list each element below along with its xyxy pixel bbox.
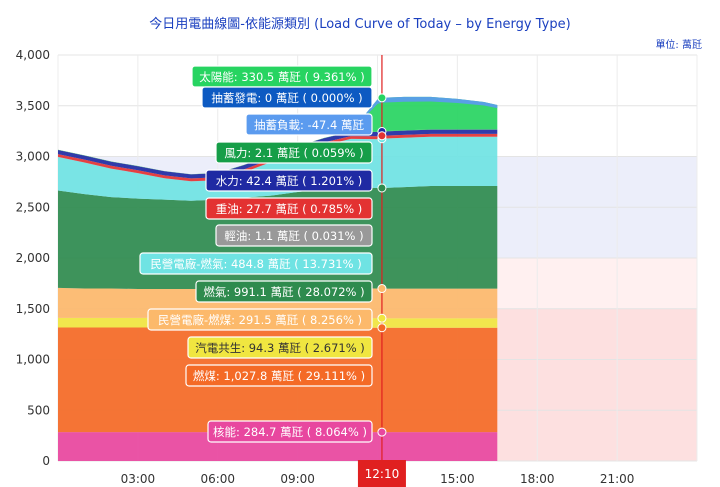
tooltip-item-cogen_coal: 民營電廠-燃煤: 291.5 萬瓩 ( 8.256% ) (147, 308, 373, 331)
tooltip-item-heavy_oil: 重油: 27.7 萬瓩 ( 0.785% ) (205, 197, 373, 220)
tooltip-item-cogen: 汽電共生: 94.3 萬瓩 ( 2.671% ) (187, 336, 373, 359)
chart-title: 今日用電曲線圖-依能源類別 (Load Curve of Today – by … (149, 17, 571, 32)
current-time-cursor: 12:10 (357, 55, 406, 487)
tooltip-item-storage_gen: 抽蓄發電: 0 萬瓩 ( 0.000% ) (201, 86, 373, 109)
tooltip-text: 核能: 284.7 萬瓩 ( 8.064% ) (213, 425, 367, 439)
tooltip-box (215, 141, 373, 164)
tooltip-text: 民營電廠-燃氣: 484.8 萬瓩 ( 13.731% ) (150, 257, 361, 271)
y-tick-label: 1,000 (16, 353, 50, 367)
marker-nuclear (377, 427, 387, 437)
tooltip-box (195, 280, 373, 303)
tooltip-text: 太陽能: 330.5 萬瓩 ( 9.361% ) (199, 70, 364, 84)
tooltip-text: 抽蓄負載: -47.4 萬瓩 (254, 118, 364, 132)
tooltip-item-wind: 風力: 2.1 萬瓩 ( 0.059% ) (215, 141, 373, 164)
x-tick-label: 15:00 (440, 472, 475, 486)
area-solar (58, 96, 498, 175)
marker-heavy_oil (377, 131, 387, 141)
tooltip-item-solar: 太陽能: 330.5 萬瓩 ( 9.361% ) (191, 65, 373, 88)
y-tick-label: 0 (42, 454, 50, 468)
y-tick-label: 4,000 (16, 48, 50, 62)
marker-cogen_coal (377, 284, 387, 294)
tooltip-box (187, 336, 373, 359)
y-tick-label: 2,000 (16, 251, 50, 265)
current-time-label: 12:10 (365, 467, 400, 481)
tooltip-text: 汽電共生: 94.3 萬瓩 ( 2.671% ) (195, 341, 365, 355)
tooltip-text: 民營電廠-燃煤: 291.5 萬瓩 ( 8.256% ) (158, 313, 362, 327)
tooltip-text: 重油: 27.7 萬瓩 ( 0.785% ) (216, 202, 363, 216)
marker-lng (377, 183, 387, 193)
tooltip-text: 風力: 2.1 萬瓩 ( 0.059% ) (224, 146, 363, 160)
tooltip-box (207, 420, 373, 443)
tooltip-item-hydro: 水力: 42.4 萬瓩 ( 1.201% ) (205, 169, 373, 192)
tooltip-item-storage_load: 抽蓄負載: -47.4 萬瓩 (245, 113, 373, 136)
tooltip-box (205, 169, 373, 192)
tooltip-text: 燃煤: 1,027.8 萬瓩 ( 29.111% ) (193, 369, 365, 383)
current-time-box (357, 460, 406, 487)
x-tick-label: 21:00 (600, 472, 635, 486)
marker-solar (377, 93, 387, 103)
unit-label: 單位: 萬瓩 (655, 40, 702, 51)
tooltip-box (205, 197, 373, 220)
tooltip-item-cogen_lng: 民營電廠-燃氣: 484.8 萬瓩 ( 13.731% ) (139, 252, 373, 275)
tooltip-item-coal: 燃煤: 1,027.8 萬瓩 ( 29.111% ) (185, 364, 373, 387)
tooltip-text: 抽蓄發電: 0 萬瓩 ( 0.000% ) (211, 91, 362, 105)
area-cogen_lng (58, 136, 498, 201)
x-tick-label: 18:00 (520, 472, 555, 486)
marker-cogen (377, 313, 387, 323)
y-tick-label: 1,500 (16, 302, 50, 316)
tooltip-box (147, 308, 373, 331)
tooltip-box (245, 113, 373, 136)
tooltip-text: 水力: 42.4 萬瓩 ( 1.201% ) (216, 174, 363, 188)
y-axis: 0 500 1,000 1,500 2,000 2,500 3,000 3,500 4,000 (16, 48, 50, 468)
marker-coal (377, 323, 387, 333)
y-tick-label: 500 (27, 403, 50, 417)
x-tick-label: 06:00 (200, 472, 235, 486)
tooltip-item-lng: 燃氣: 991.1 萬瓩 ( 28.072% ) (195, 280, 373, 303)
tooltip-item-light_oil: 輕油: 1.1 萬瓩 ( 0.031% ) (215, 224, 373, 247)
tooltip-box (201, 86, 373, 109)
tooltip-box (139, 252, 373, 275)
x-tick-label: 03:00 (121, 472, 156, 486)
y-tick-label: 2,500 (16, 200, 50, 214)
y-tick-label: 3,500 (16, 99, 50, 113)
x-tick-label: 09:00 (280, 472, 315, 486)
area-nuclear (58, 432, 498, 461)
x-axis: 03:00 06:00 09:00 15:00 18:00 21:00 (121, 472, 635, 486)
tooltip-text: 燃氣: 991.1 萬瓩 ( 28.072% ) (203, 285, 364, 299)
y-tick-label: 3,000 (16, 150, 50, 164)
tooltip-box (215, 224, 373, 247)
tooltip-text: 輕油: 1.1 萬瓩 ( 0.031% ) (224, 229, 363, 243)
tooltip-box (185, 364, 373, 387)
tooltip: 太陽能: 330.5 萬瓩 ( 9.361% ) 抽蓄發電: 0 萬瓩 ( 0.0… (139, 65, 373, 443)
tooltip-item-nuclear: 核能: 284.7 萬瓩 ( 8.064% ) (207, 420, 373, 443)
